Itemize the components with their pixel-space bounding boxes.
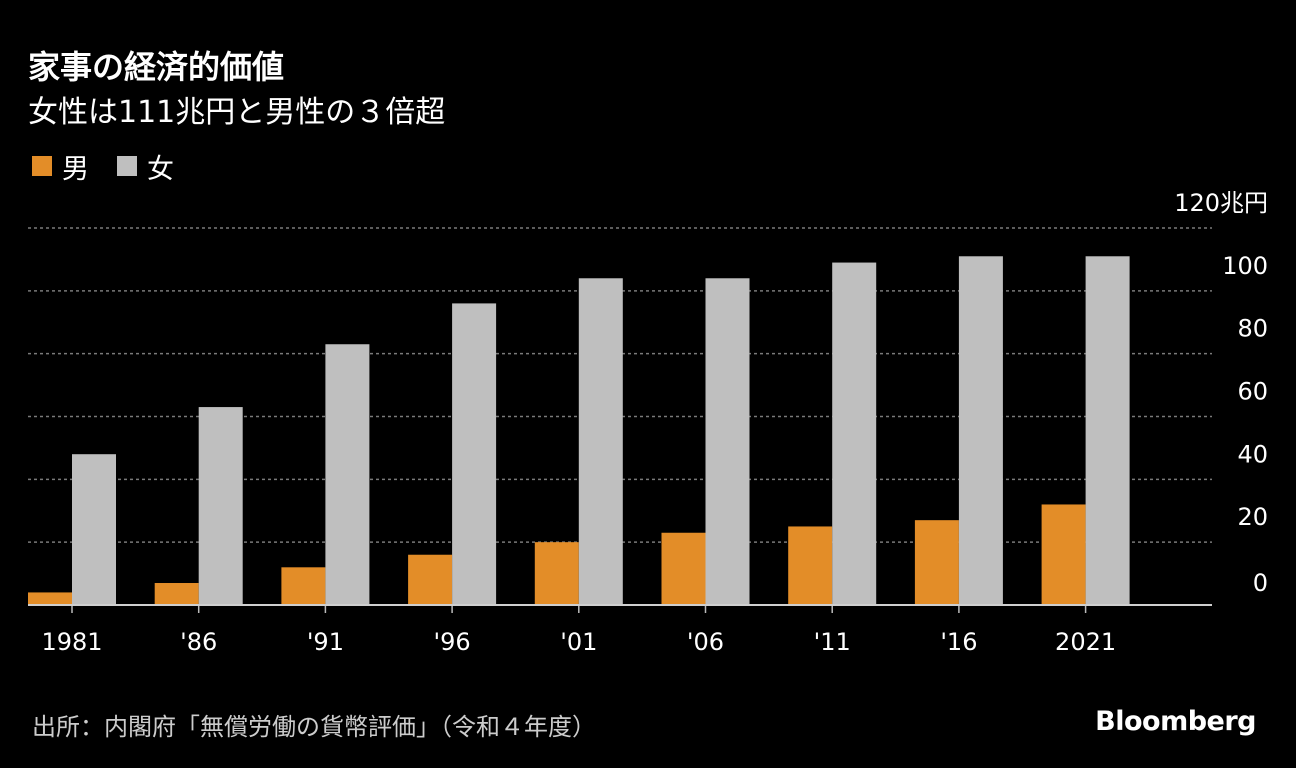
bloomberg-logo: Bloomberg bbox=[1095, 706, 1256, 737]
y-tick-label: 100 bbox=[1222, 252, 1268, 280]
bar-male bbox=[1041, 504, 1086, 605]
bar-female bbox=[705, 278, 750, 605]
legend-swatch-female bbox=[117, 156, 137, 176]
y-tick-label: 80 bbox=[1237, 315, 1268, 343]
x-tick-label: '16 bbox=[940, 628, 977, 656]
bar-female bbox=[1085, 256, 1130, 605]
y-tick-label: 20 bbox=[1237, 503, 1268, 531]
chart-title: 家事の経済的価値 bbox=[28, 48, 285, 86]
legend-label-male: 男 bbox=[62, 153, 89, 185]
legend-item-female: 女 bbox=[117, 147, 174, 186]
x-tick-label: '91 bbox=[307, 628, 344, 656]
bar-male bbox=[28, 592, 72, 605]
bar-female bbox=[958, 256, 1003, 605]
bar-female bbox=[325, 344, 370, 605]
x-tick-label: 2021 bbox=[1055, 628, 1116, 656]
bar-male bbox=[281, 567, 326, 605]
x-tick-label: '96 bbox=[434, 628, 471, 656]
legend-label-female: 女 bbox=[147, 153, 174, 185]
y-tick-label: 120兆円 bbox=[1174, 189, 1268, 217]
bar-female bbox=[832, 262, 877, 605]
bar-female bbox=[452, 303, 497, 605]
bar-male bbox=[408, 554, 453, 605]
bar-male bbox=[914, 520, 959, 605]
legend-item-male: 男 bbox=[32, 147, 89, 186]
bar-male bbox=[661, 532, 706, 605]
x-tick-label: '86 bbox=[180, 628, 217, 656]
chart-subtitle: 女性は111兆円と男性の３倍超 bbox=[28, 95, 446, 130]
bar-female bbox=[198, 407, 243, 605]
legend: 男 女 bbox=[32, 150, 202, 185]
bar-male bbox=[154, 583, 199, 605]
y-tick-label: 0 bbox=[1253, 569, 1268, 597]
x-tick-label: 1981 bbox=[41, 628, 102, 656]
bar-male bbox=[534, 542, 579, 605]
x-tick-label: '11 bbox=[814, 628, 851, 656]
y-tick-label: 40 bbox=[1237, 440, 1268, 468]
y-tick-label: 60 bbox=[1237, 378, 1268, 406]
x-tick-label: '01 bbox=[560, 628, 597, 656]
bar-male bbox=[788, 526, 833, 605]
source-note: 出所：内閣府「無償労働の貨幣評価」（令和４年度） bbox=[32, 713, 596, 741]
legend-swatch-male bbox=[32, 156, 52, 176]
bar-female bbox=[578, 278, 623, 605]
x-tick-label: '06 bbox=[687, 628, 724, 656]
bar-female bbox=[72, 454, 116, 605]
